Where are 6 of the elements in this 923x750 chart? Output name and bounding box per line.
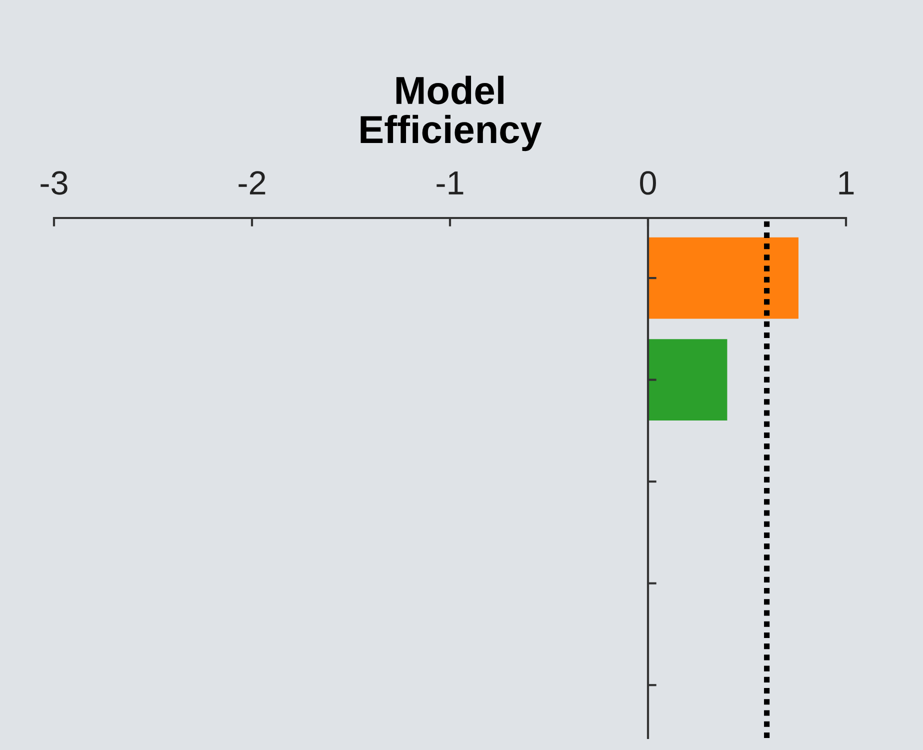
x-tick-label: -1 <box>436 171 464 194</box>
x-tick-label: -3 <box>40 171 68 195</box>
chart-title: Model Efficiency <box>360 76 542 152</box>
x-tick-label: 0 <box>640 171 656 195</box>
x-tick-label: -2 <box>238 171 266 194</box>
x-tick-label: 1 <box>839 171 854 194</box>
